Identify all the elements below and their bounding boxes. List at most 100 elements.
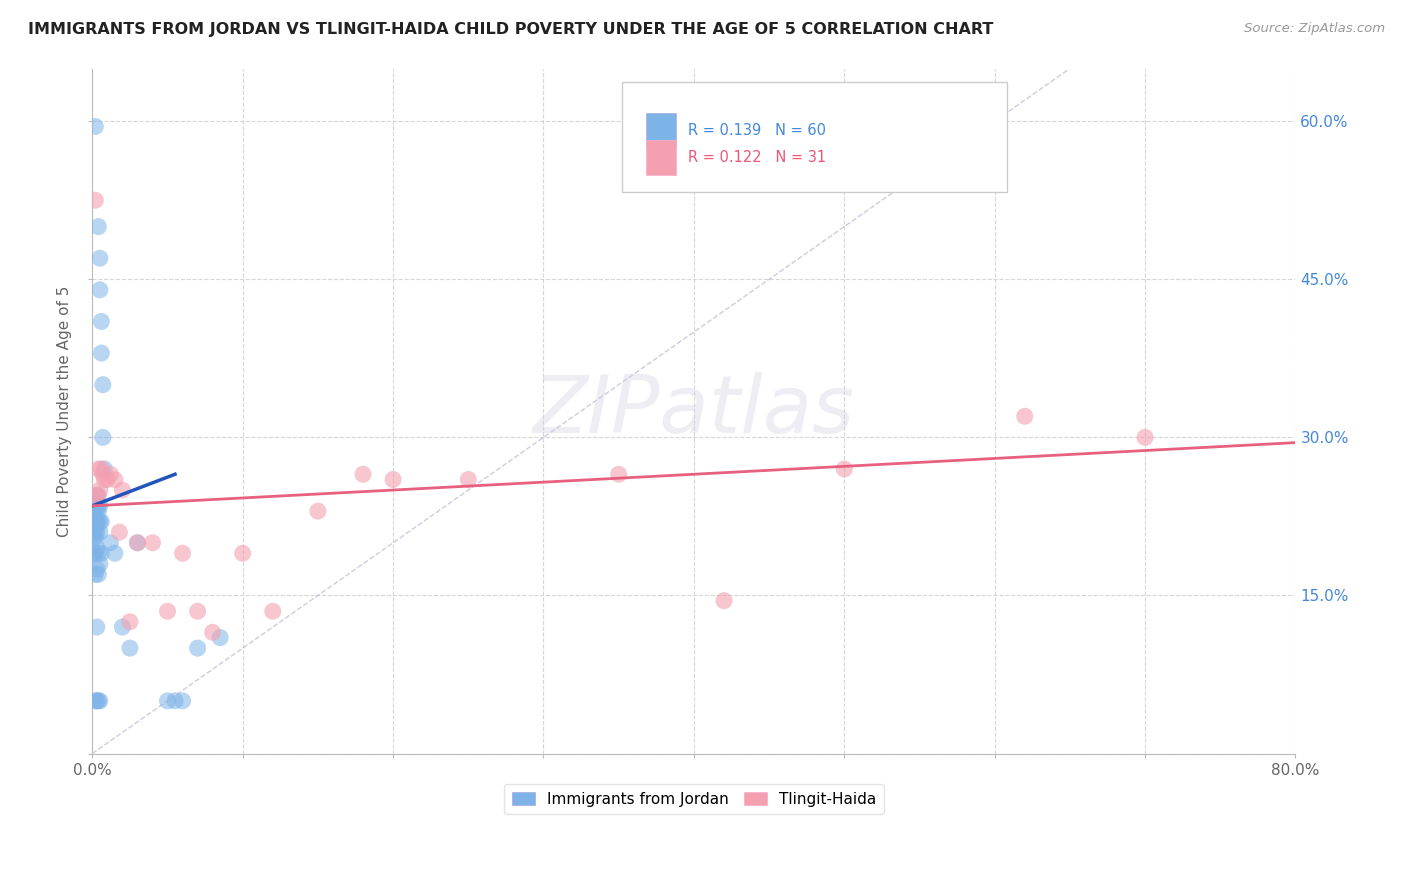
Y-axis label: Child Poverty Under the Age of 5: Child Poverty Under the Age of 5 — [58, 285, 72, 537]
Point — [84, 504, 107, 518]
Point — [83, 515, 105, 529]
Point — [87, 488, 110, 502]
Point — [89, 525, 111, 540]
Point — [96, 473, 118, 487]
Point — [89, 283, 111, 297]
Text: R = 0.139   N = 60: R = 0.139 N = 60 — [688, 123, 825, 137]
Point — [163, 694, 186, 708]
Point — [83, 504, 105, 518]
Point — [104, 546, 127, 560]
Point — [607, 467, 630, 482]
Point — [232, 546, 254, 560]
Point — [84, 509, 107, 524]
Point — [89, 499, 111, 513]
Point — [86, 488, 108, 502]
Point — [141, 535, 163, 549]
Point — [172, 546, 194, 560]
Point — [127, 535, 149, 549]
Point — [83, 531, 105, 545]
Point — [87, 219, 110, 234]
Point — [86, 525, 108, 540]
Bar — [645, 113, 676, 147]
Point — [86, 694, 108, 708]
Point — [90, 314, 112, 328]
Point — [187, 604, 209, 618]
Point — [86, 515, 108, 529]
Point — [83, 525, 105, 540]
Point — [84, 531, 107, 545]
Point — [108, 525, 131, 540]
Point — [89, 515, 111, 529]
Point — [83, 520, 105, 534]
Point — [90, 546, 112, 560]
Point — [87, 515, 110, 529]
Point — [352, 467, 374, 482]
Point — [118, 615, 141, 629]
Text: ZIPatlas: ZIPatlas — [533, 372, 855, 450]
Text: R = 0.122   N = 31: R = 0.122 N = 31 — [688, 150, 825, 165]
Point — [89, 483, 111, 497]
Point — [307, 504, 329, 518]
Point — [91, 430, 114, 444]
Point — [111, 620, 134, 634]
Point — [84, 525, 107, 540]
Point — [111, 483, 134, 497]
Point — [86, 499, 108, 513]
Point — [84, 493, 107, 508]
Point — [89, 694, 111, 708]
Point — [91, 377, 114, 392]
Point — [90, 346, 112, 360]
Point — [98, 467, 121, 482]
Point — [83, 499, 105, 513]
Point — [87, 567, 110, 582]
Point — [87, 499, 110, 513]
Point — [98, 535, 121, 549]
Point — [86, 488, 108, 502]
Point — [832, 462, 855, 476]
Point — [87, 694, 110, 708]
FancyBboxPatch shape — [621, 82, 1007, 192]
Legend: Immigrants from Jordan, Tlingit-Haida: Immigrants from Jordan, Tlingit-Haida — [503, 784, 884, 814]
Point — [84, 546, 107, 560]
Point — [84, 567, 107, 582]
Point — [84, 515, 107, 529]
Point — [86, 488, 108, 502]
Text: Source: ZipAtlas.com: Source: ZipAtlas.com — [1244, 22, 1385, 36]
Point — [118, 641, 141, 656]
Point — [86, 620, 108, 634]
Bar — [645, 140, 676, 175]
Point — [156, 604, 179, 618]
Point — [262, 604, 284, 618]
Point — [713, 593, 735, 607]
Point — [382, 473, 405, 487]
Point — [90, 515, 112, 529]
Point — [87, 546, 110, 560]
Point — [83, 546, 105, 560]
Point — [1133, 430, 1156, 444]
Point — [457, 473, 479, 487]
Point — [1014, 409, 1036, 424]
Point — [84, 694, 107, 708]
Point — [201, 625, 224, 640]
Point — [89, 251, 111, 265]
Point — [87, 504, 110, 518]
Point — [91, 467, 114, 482]
Point — [93, 462, 115, 476]
Point — [172, 694, 194, 708]
Point — [86, 562, 108, 576]
Point — [89, 557, 111, 571]
Point — [156, 694, 179, 708]
Point — [84, 120, 107, 134]
Point — [90, 462, 112, 476]
Point — [87, 462, 110, 476]
Point — [187, 641, 209, 656]
Point — [84, 193, 107, 207]
Point — [86, 493, 108, 508]
Text: IMMIGRANTS FROM JORDAN VS TLINGIT-HAIDA CHILD POVERTY UNDER THE AGE OF 5 CORRELA: IMMIGRANTS FROM JORDAN VS TLINGIT-HAIDA … — [28, 22, 994, 37]
Point — [127, 535, 149, 549]
Point — [86, 541, 108, 555]
Point — [93, 473, 115, 487]
Point — [209, 631, 232, 645]
Point — [83, 493, 105, 508]
Point — [83, 509, 105, 524]
